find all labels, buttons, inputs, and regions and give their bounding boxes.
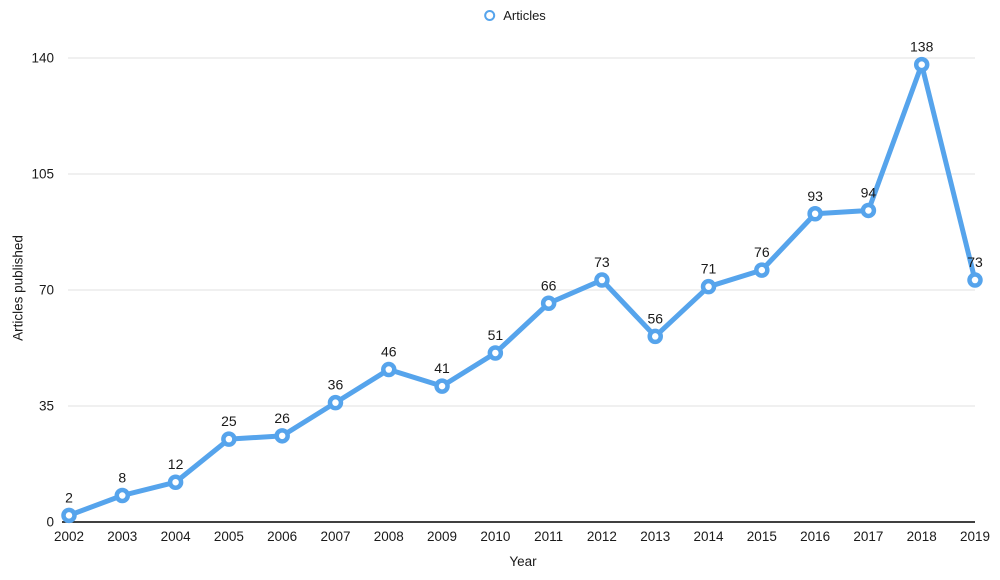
data-label-2013: 56 [647,310,663,326]
x-tick-label-2011: 2011 [534,529,563,544]
x-tick-label-2016: 2016 [800,529,830,544]
data-point-2016[interactable] [807,206,823,222]
data-point-2010[interactable] [487,345,504,361]
data-label-2005: 25 [221,413,237,429]
data-point-2018[interactable] [913,56,930,73]
x-tick-label-2019: 2019 [960,529,990,544]
data-point-2019[interactable] [967,272,983,288]
x-tick-label-2013: 2013 [640,529,670,544]
data-label-2018: 138 [910,39,934,55]
y-tick-label-140: 140 [31,51,54,66]
x-tick-label-2007: 2007 [320,529,350,544]
data-point-2004[interactable] [167,474,184,490]
y-tick-label-70: 70 [39,283,54,298]
y-tick-label-35: 35 [39,399,54,414]
legend[interactable]: Articles [484,8,546,23]
x-tick-label-2012: 2012 [587,529,617,544]
data-point-2014[interactable] [700,278,717,295]
data-label-2003: 8 [118,469,126,485]
data-label-2017: 94 [861,184,877,200]
x-tick-label-2010: 2010 [480,529,510,544]
x-tick-label-2002: 2002 [54,529,84,544]
x-tick-label-2004: 2004 [161,529,192,544]
x-tick-label-2017: 2017 [853,529,883,544]
data-point-2013[interactable] [647,328,663,345]
y-tick-label-105: 105 [31,167,54,182]
data-point-2003[interactable] [114,487,131,504]
legend-series-marker-icon [484,10,496,21]
data-label-2015: 76 [754,244,770,260]
y-tick-label-0: 0 [46,515,54,530]
data-label-2002: 2 [65,489,73,505]
data-label-2006: 26 [274,410,290,426]
legend-series-label: Articles [503,8,546,23]
x-tick-label-2003: 2003 [107,529,137,544]
data-label-2008: 46 [381,344,397,360]
data-label-2007: 36 [328,377,344,393]
data-label-2019: 73 [967,254,983,270]
data-point-2002[interactable] [61,507,77,524]
data-point-2006[interactable] [274,428,290,444]
x-tick-label-2015: 2015 [747,529,777,544]
data-label-2010: 51 [488,327,504,343]
data-point-2011[interactable] [540,295,557,312]
data-point-2005[interactable] [221,431,237,447]
x-tick-label-2008: 2008 [374,529,404,544]
data-label-2016: 93 [807,188,823,204]
data-point-2008[interactable] [381,361,397,378]
data-label-2011: 66 [541,277,557,293]
x-axis-title: Year [509,554,537,569]
x-tick-label-2009: 2009 [427,529,457,544]
data-point-2012[interactable] [594,272,610,288]
x-tick-label-2006: 2006 [267,529,297,544]
data-point-2017[interactable] [860,202,877,219]
x-tick-label-2005: 2005 [214,529,244,544]
data-point-2007[interactable] [327,394,344,411]
data-label-2009: 41 [434,360,450,376]
data-point-2009[interactable] [434,378,450,394]
x-tick-label-2018: 2018 [907,529,937,544]
data-label-2012: 73 [594,254,610,270]
x-tick-label-2014: 2014 [694,529,725,544]
data-label-2014: 71 [701,261,717,277]
data-point-2015[interactable] [754,262,770,278]
data-label-2004: 12 [168,456,184,472]
series-line-articles [66,62,978,518]
